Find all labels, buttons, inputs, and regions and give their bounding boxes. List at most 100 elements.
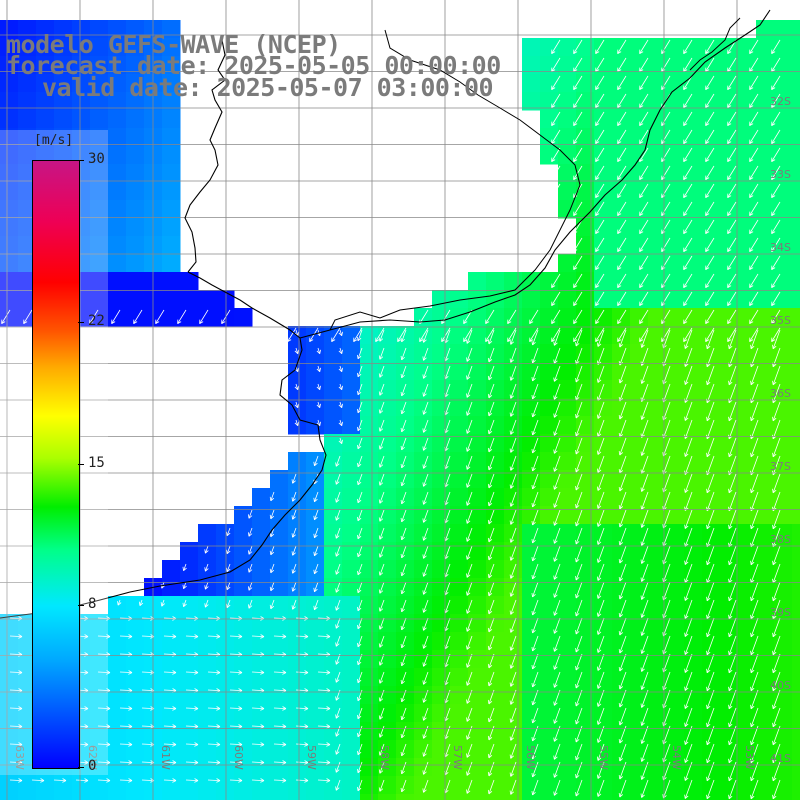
- longitude-label: 61W: [159, 745, 172, 770]
- wind-arrow: [378, 545, 385, 558]
- wind-speed-cell: [612, 704, 631, 723]
- wind-arrow: [9, 670, 23, 675]
- wind-arrow: [378, 761, 385, 774]
- wind-speed-cell: [756, 776, 775, 795]
- wind-speed-cell: [234, 704, 253, 723]
- wind-arrow: [378, 455, 385, 468]
- wind-arrow: [596, 599, 605, 617]
- wind-speed-cell: [666, 56, 685, 75]
- wind-speed-cell: [0, 272, 19, 291]
- wind-speed-cell: [288, 560, 307, 579]
- wind-speed-cell: [666, 506, 685, 525]
- wind-speed-cell: [18, 740, 37, 759]
- wind-arrow: [97, 742, 111, 747]
- wind-arrow: [295, 706, 309, 711]
- wind-arrow: [551, 291, 561, 306]
- wind-speed-cell: [360, 542, 379, 561]
- wind-speed-cell: [594, 578, 613, 597]
- wind-arrow: [294, 437, 299, 445]
- wind-arrow: [750, 617, 759, 638]
- wind-arrow: [595, 219, 605, 234]
- wind-speed-cell: [630, 794, 649, 800]
- wind-arrow: [313, 509, 319, 521]
- wind-arrow: [207, 742, 221, 747]
- wind-speed-cell: [36, 146, 55, 165]
- wind-arrow: [269, 599, 275, 610]
- wind-arrow: [639, 129, 649, 144]
- wind-arrow: [575, 491, 583, 509]
- wind-arrow: [335, 761, 341, 773]
- wind-arrow: [683, 237, 693, 252]
- wind-speed-cell: [666, 200, 685, 219]
- wind-arrow: [133, 309, 143, 324]
- wind-arrow: [706, 599, 715, 620]
- wind-speed-cell: [774, 74, 793, 93]
- wind-arrow: [750, 401, 759, 422]
- wind-speed-cell: [792, 722, 800, 741]
- wind-arrow: [551, 273, 561, 288]
- wind-arrow: [529, 309, 539, 324]
- wind-speed-cell: [594, 362, 613, 381]
- wind-arrow: [487, 653, 495, 669]
- wind-speed-cell: [378, 470, 397, 489]
- wind-arrow: [487, 419, 495, 435]
- wind-arrow: [529, 327, 539, 342]
- wind-speed-cell: [378, 506, 397, 525]
- wind-speed-cell: [0, 704, 19, 723]
- wind-speed-cell: [234, 506, 253, 525]
- wind-arrow: [683, 309, 693, 324]
- wind-arrow: [640, 689, 649, 708]
- wind-speed-cell: [522, 290, 541, 309]
- wind-arrow: [684, 599, 693, 619]
- wind-speed-cell: [108, 236, 127, 255]
- wind-speed-cell: [90, 182, 109, 201]
- wind-arrow: [596, 455, 605, 473]
- wind-speed-cell: [612, 596, 631, 615]
- wind-speed-cell: [234, 632, 253, 651]
- wind-arrow: [291, 563, 297, 574]
- wind-arrow: [553, 707, 561, 724]
- wind-speed-cell: [630, 434, 649, 453]
- wind-speed-cell: [0, 632, 19, 651]
- wind-arrow: [640, 365, 649, 384]
- wind-speed-cell: [720, 578, 739, 597]
- wind-speed-cell: [504, 308, 523, 327]
- wind-speed-cell: [360, 632, 379, 651]
- wind-speed-cell: [522, 362, 541, 381]
- wind-speed-cell: [126, 254, 145, 273]
- wind-arrow: [313, 491, 319, 503]
- wind-speed-cell: [126, 20, 145, 39]
- wind-speed-cell: [468, 362, 487, 381]
- wind-arrow: [207, 670, 221, 675]
- wind-arrow: [295, 760, 309, 765]
- wind-arrow: [727, 201, 737, 216]
- wind-speed-cell: [18, 236, 37, 255]
- wind-speed-cell: [288, 758, 307, 777]
- wind-arrow: [705, 219, 715, 234]
- wind-speed-cell: [396, 524, 415, 543]
- wind-speed-cell: [198, 686, 217, 705]
- wind-speed-cell: [126, 92, 145, 111]
- wind-speed-cell: [396, 614, 415, 633]
- wind-arrow: [640, 581, 649, 600]
- wind-speed-cell: [252, 578, 271, 597]
- wind-arrow: [553, 761, 561, 778]
- wind-arrow: [661, 129, 671, 144]
- wind-arrow: [335, 725, 341, 737]
- wind-arrow: [551, 147, 561, 162]
- wind-speed-cell: [0, 254, 19, 273]
- wind-speed-cell: [360, 506, 379, 525]
- wind-arrow: [595, 327, 605, 342]
- wind-arrow: [553, 401, 561, 418]
- longitude-label: 63W: [13, 745, 26, 770]
- colorbar-tick-label: 22: [88, 312, 105, 329]
- wind-speed-cell: [738, 38, 757, 57]
- wind-speed-cell: [666, 380, 685, 399]
- wind-speed-cell: [18, 290, 37, 309]
- wind-arrow: [728, 707, 737, 728]
- wind-arrow: [335, 509, 341, 521]
- wind-speed-cell: [0, 722, 19, 741]
- wind-arrow: [335, 491, 341, 503]
- wind-speed-cell: [108, 686, 127, 705]
- wind-speed-cell: [252, 542, 271, 561]
